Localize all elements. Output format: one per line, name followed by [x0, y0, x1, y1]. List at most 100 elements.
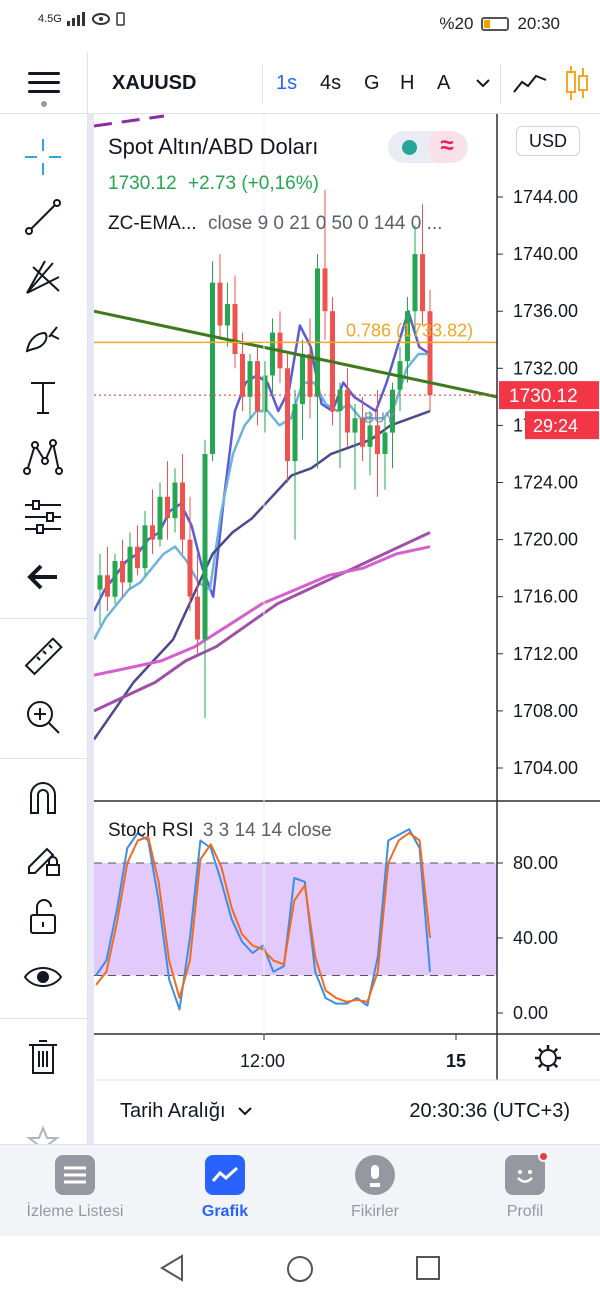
gear-tooth [537, 1047, 543, 1053]
chart-type-line-icon[interactable] [512, 70, 548, 96]
candle-body [337, 389, 343, 412]
gear-ring [539, 1049, 557, 1067]
candle-body [255, 361, 260, 412]
countdown-badge [525, 411, 599, 440]
notification-dot [538, 1151, 549, 1162]
stoch-tick-label: 80.00 [513, 853, 558, 873]
nav-chart[interactable]: Grafik [150, 1155, 300, 1221]
indicator-legend[interactable]: ZC-EMA... close 9 0 21 0 50 0 144 0 ... [108, 213, 442, 235]
candle-body [285, 368, 290, 462]
crosshair-tool[interactable] [18, 132, 68, 182]
lock-tool[interactable] [18, 892, 68, 942]
visibility-tool[interactable] [18, 952, 68, 1002]
stoch-line [95, 832, 431, 1003]
candle-body [195, 596, 200, 640]
candle-body [360, 418, 365, 447]
candle-style-icon[interactable] [564, 64, 590, 102]
candle-body [412, 254, 418, 312]
prediction-tool[interactable] [18, 492, 68, 542]
stoch-legend[interactable]: Stoch RSI 3 3 14 14 close [108, 820, 332, 842]
nav-watchlist[interactable]: İzleme Listesi [0, 1155, 150, 1221]
menu-button[interactable] [0, 52, 88, 114]
home-icon[interactable] [285, 1254, 315, 1284]
symbol-button[interactable]: XAUUSD [112, 72, 197, 94]
date-range-label: Tarih Aralığı [120, 1100, 226, 1122]
sliders-icon [25, 500, 61, 534]
profile-icon [505, 1151, 549, 1195]
trendline-icon [25, 199, 61, 235]
lock-drawings-tool[interactable] [18, 832, 68, 882]
text-tool[interactable] [18, 372, 68, 422]
price-tick-label: 1720.00 [513, 530, 578, 550]
last-price: 1730.12 [108, 173, 177, 194]
stoch-line [95, 828, 431, 1011]
time-tick-label: 12:00 [240, 1051, 285, 1071]
magnet-tool[interactable] [18, 772, 68, 822]
axes: 1744.001740.001736.001732.001728.001724.… [94, 114, 600, 1081]
trash-icon [29, 1040, 57, 1074]
nav-profile[interactable]: Profil [450, 1151, 600, 1221]
price-tick-label: 1704.00 [513, 758, 578, 778]
zoom-tool[interactable] [18, 692, 68, 742]
measure-tool[interactable] [18, 632, 68, 682]
price-tick-label: 1736.00 [513, 301, 578, 321]
chevron-down-icon [238, 1107, 252, 1116]
chart-toolbar: XAUUSD 1s 4s G H A [0, 52, 600, 114]
candle-body [322, 268, 328, 312]
recents-icon[interactable] [414, 1254, 442, 1282]
gear-tooth [537, 1063, 543, 1069]
ema-line [94, 531, 431, 713]
battery-percent: %20 [439, 14, 474, 33]
wave-icon[interactable]: ≈ [428, 131, 466, 163]
candle-body [292, 403, 298, 462]
arrow-left-icon [27, 564, 57, 590]
candle-body [427, 311, 433, 396]
drawing-fragment [94, 114, 165, 128]
stoch-rsi-pane[interactable] [94, 828, 497, 1011]
bottom-nav: İzleme Listesi Grafik Fikirler Profil [0, 1144, 600, 1236]
magnet-icon [30, 782, 56, 814]
chevron-down-icon[interactable] [474, 76, 492, 90]
price-tick-label: 1744.00 [513, 187, 578, 207]
date-range-button[interactable]: Tarih Aralığı [120, 1100, 253, 1123]
collapse-tools-button[interactable] [18, 552, 68, 602]
currency-button[interactable]: USD [516, 126, 580, 156]
divider [500, 64, 501, 104]
timeframe-4s[interactable]: 4s [320, 72, 342, 94]
candle-body [135, 546, 140, 569]
delete-drawings-tool[interactable] [18, 1032, 68, 1082]
buy-signal-label: BUY [364, 410, 395, 427]
brush-icon [25, 326, 60, 353]
watchlist-icon [55, 1155, 95, 1195]
rail-scrollbar[interactable] [88, 114, 94, 1144]
candle-body [112, 561, 118, 597]
ema-line [94, 352, 430, 641]
session-clock[interactable]: 20:30:36 (UTC+3) [409, 1100, 570, 1122]
indicator-params: close 9 0 21 0 50 0 144 0 ... [207, 213, 443, 234]
chart-canvas[interactable]: 0.786 (1733.82) BUY 1744.00 1740.00 1736.00… [94, 114, 600, 1144]
fib-tool[interactable] [18, 252, 68, 302]
back-icon[interactable] [158, 1254, 186, 1282]
ema-line [94, 545, 431, 677]
time-tick-label: 15 [446, 1051, 466, 1071]
candle-body [315, 268, 320, 397]
nav-ideas[interactable]: Fikirler [300, 1155, 450, 1221]
fib-level-label: 0.786 (1733.82) [346, 320, 473, 340]
candle-body [240, 354, 245, 397]
timeframe-a[interactable]: A [437, 72, 451, 94]
price-change: +2.73 (+0,16%) [187, 173, 319, 194]
candle-body [217, 282, 223, 326]
timeframe-h[interactable]: H [400, 72, 415, 94]
timeframe-1s[interactable]: 1s [276, 72, 298, 94]
candle-body [262, 375, 268, 412]
candle-body [127, 546, 133, 583]
trendline-tool[interactable] [18, 192, 68, 242]
pattern-tool[interactable] [18, 432, 68, 482]
price-pane[interactable]: 0.786 (1733.82) BUY [94, 114, 498, 741]
price-change-readout: 1730.12 +2.73 (+0,16%) [108, 173, 319, 195]
price-tick-label: 1732.00 [513, 358, 578, 378]
pencil-lock-icon [28, 847, 60, 876]
timeframe-g[interactable]: G [364, 72, 380, 94]
price-tick-label: 1708.00 [513, 701, 578, 721]
brush-tool[interactable] [18, 312, 68, 362]
